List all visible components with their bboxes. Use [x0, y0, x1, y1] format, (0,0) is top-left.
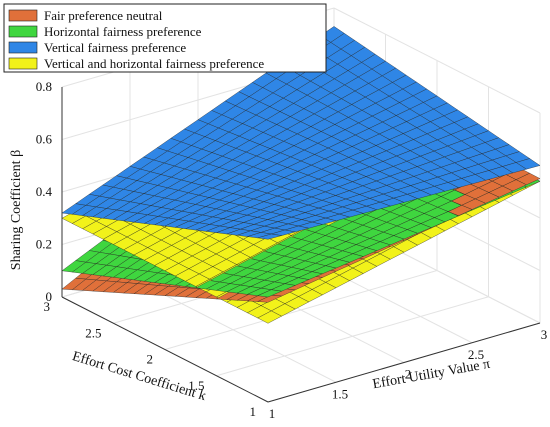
legend-label: Vertical and horizontal fairness prefere…	[44, 56, 264, 71]
x-tick-label: 2.5	[468, 347, 484, 362]
grid-line	[164, 270, 438, 350]
x-tick-label: 1.5	[332, 386, 348, 401]
x-tick-label: 1	[269, 406, 276, 421]
z-axis-label: Sharing Coefficient β	[9, 150, 24, 270]
x-axis-line	[267, 322, 541, 403]
surface-patch	[257, 233, 282, 240]
z-tick-label: 0.6	[36, 132, 53, 147]
y-tick-label: 2.5	[85, 325, 101, 340]
x-tick-label: 3	[541, 327, 548, 342]
legend-swatch	[8, 41, 38, 54]
tick-labels: 0 0.2 0.4 0.6 0.8 1 1.5 2 2.5 3 1 1.5 2 2.5 3	[36, 79, 548, 421]
x-axis-label: Effort Utility Value π	[372, 357, 492, 392]
legend-swatch	[8, 57, 38, 70]
legend-label: Vertical fairness preference	[44, 40, 186, 55]
surfaces	[61, 26, 541, 324]
z-tick-label: 0.8	[36, 79, 52, 94]
y-tick-label: 2	[147, 352, 154, 367]
y-axis-line	[61, 296, 269, 403]
surface-patch	[257, 289, 283, 298]
surface-patch	[257, 310, 282, 324]
y-tick-label: 1.5	[188, 378, 204, 393]
y-tick-label: 1	[250, 404, 257, 419]
legend-swatch	[8, 25, 38, 38]
z-tick-label: 0.4	[36, 184, 53, 199]
y-axis-label: Effort Cost Coefficient k	[70, 349, 207, 404]
legend-label: Fair preference neutral	[44, 8, 163, 23]
z-tick-label: 0	[46, 289, 53, 304]
z-tick-label: 0.2	[36, 237, 52, 252]
y-tick-label: 3	[44, 299, 51, 314]
legend-label: Horizontal fairness preference	[44, 24, 202, 39]
x-tick-label: 2	[405, 367, 412, 382]
legend-box	[3, 3, 327, 73]
legend-swatch	[8, 9, 38, 22]
